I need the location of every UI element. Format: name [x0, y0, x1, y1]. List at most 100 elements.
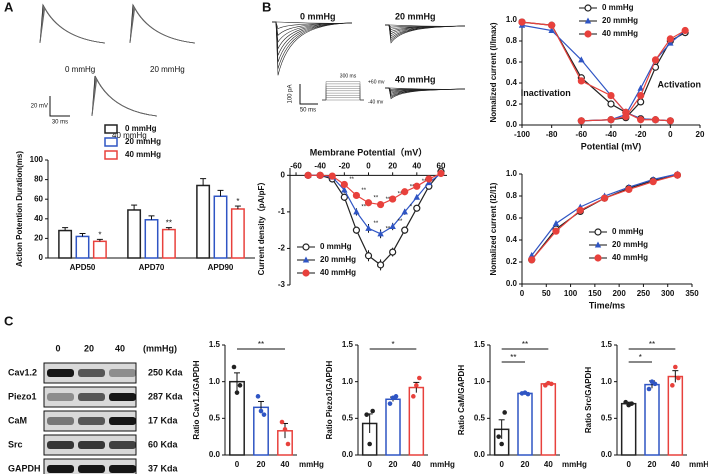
x-tick-label: APD50 [70, 263, 96, 272]
current-trace [385, 87, 466, 100]
blot-band [109, 441, 136, 449]
y-tick-label: 0.5 [209, 413, 221, 422]
blot-band [78, 393, 105, 401]
trace-label: 0 mmHg [300, 11, 336, 21]
x-axis-label: Potential (mV) [581, 141, 642, 151]
x-tick-label: 150 [588, 289, 602, 298]
significance: * [391, 340, 394, 349]
marker [352, 191, 361, 200]
y-tick-label: 0 [281, 170, 286, 179]
marker [302, 243, 310, 251]
trace-label: 20 mmHg [150, 65, 185, 74]
data-point [285, 441, 291, 447]
y-axis-label: Nomalized current (I/Imax) [489, 22, 498, 122]
bar [127, 209, 142, 259]
marker [376, 200, 385, 209]
y-tick-label: 0.0 [506, 279, 518, 288]
significance: ** [374, 195, 379, 201]
scale-label: 20 mV [31, 104, 48, 110]
ap-trace [91, 76, 158, 117]
significance: ** [361, 204, 366, 210]
marker [341, 186, 348, 193]
legend-label: 20 mmHg [125, 137, 161, 146]
marker [576, 206, 584, 214]
x-tick-label: 0 [367, 460, 372, 469]
significance: ** [398, 219, 403, 225]
y-tick-label: 1.0 [474, 377, 486, 386]
data-point [255, 394, 261, 399]
blot-band [47, 465, 74, 473]
ap-trace [39, 6, 106, 44]
ap-trace [129, 6, 196, 44]
data-point [673, 364, 678, 370]
y-tick-label: 1.0 [506, 15, 518, 24]
data-point [367, 441, 372, 447]
blot-size: 60 Kda [148, 439, 179, 449]
bar [144, 219, 159, 259]
bar [92, 240, 107, 259]
y-tick-label: 0.0 [474, 450, 486, 459]
blot-size: 37 Kda [148, 463, 179, 473]
x-tick-label: 40 [544, 460, 553, 469]
ap-trace [39, 3, 106, 44]
marker [552, 220, 560, 226]
y-tick-label: 1.0 [506, 169, 518, 178]
y-tick-label: -1 [278, 207, 286, 216]
ap-trace [39, 4, 106, 44]
current-trace [272, 21, 353, 76]
legend-swatch [104, 124, 118, 134]
data-point [676, 375, 681, 381]
y-tick-label: 0.4 [506, 78, 518, 87]
y-tick-label: 1.5 [601, 340, 613, 349]
blot-band [78, 465, 105, 473]
marker [651, 56, 660, 64]
bar [230, 208, 245, 259]
y-axis-label: Ratio Cav1.2/GAPDH [192, 360, 201, 439]
marker [637, 91, 645, 100]
data-point [549, 381, 554, 387]
marker [607, 116, 615, 124]
blot-band [78, 417, 105, 425]
y-tick-label: 0.5 [342, 413, 354, 422]
series-line [531, 174, 678, 261]
ap-trace [91, 75, 158, 117]
marker [389, 248, 397, 256]
marker [584, 17, 592, 24]
blot-band [78, 441, 105, 449]
marker [304, 171, 312, 179]
y-tick-label: 40 [34, 214, 43, 223]
legend-swatch [104, 137, 118, 147]
bar [213, 195, 228, 259]
significance: ** [374, 221, 379, 227]
blot-band [109, 465, 136, 473]
x-tick-label: 40 [671, 460, 680, 469]
data-point [499, 441, 504, 447]
x-tick-label: 0 [626, 460, 631, 469]
legend-label: 40 mmHg [320, 268, 356, 277]
data-point [502, 410, 507, 415]
marker [666, 117, 674, 125]
protocol-step [322, 88, 364, 101]
legend-label: 0 mmHg [612, 227, 644, 236]
y-tick-label: 0.8 [506, 36, 518, 45]
x-tick-label: 200 [612, 289, 626, 298]
y-tick-label: 100 [30, 155, 44, 164]
legend-label: 40 mmHg [612, 253, 648, 262]
blot-size: 250 Kda [148, 367, 184, 377]
ap-trace [129, 3, 196, 44]
ap-trace [39, 5, 106, 44]
blot-band [47, 441, 74, 449]
y-tick-label: 80 [34, 175, 43, 184]
marker [413, 193, 421, 200]
series-line [531, 174, 678, 261]
y-tick-label: 0.5 [601, 413, 613, 422]
x-tick-label: APD70 [139, 263, 165, 272]
blot-size: 17 Kda [148, 415, 179, 425]
legend-label: 20 mmHg [602, 16, 638, 25]
y-tick-label: 1.5 [474, 340, 486, 349]
bar [196, 184, 211, 259]
significance: ** [422, 179, 427, 185]
blot-size: 287 Kda [148, 391, 184, 401]
series-line [521, 21, 671, 122]
